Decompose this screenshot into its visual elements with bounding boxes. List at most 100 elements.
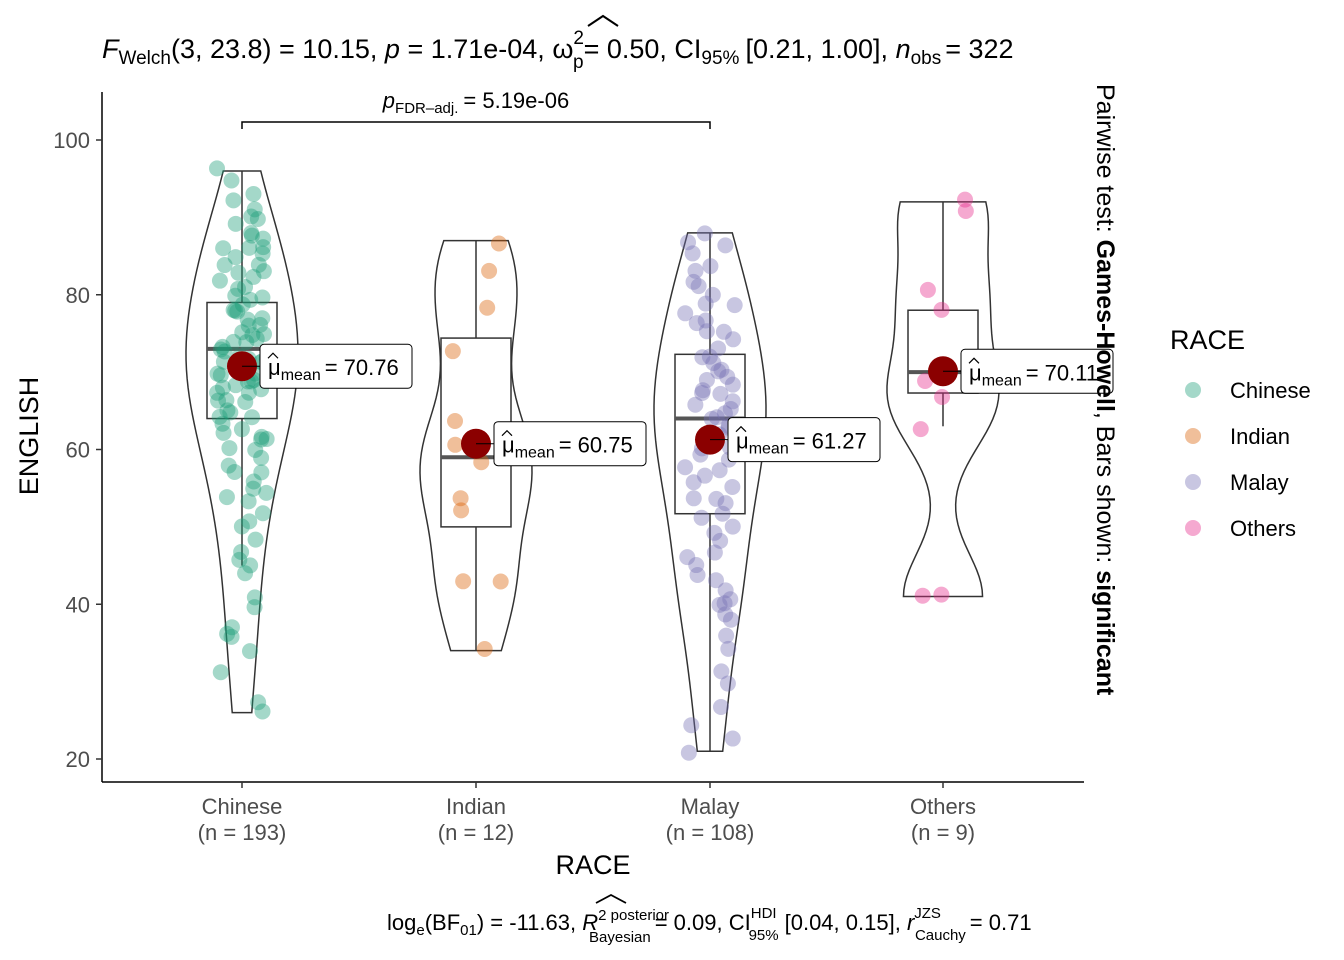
data-point: [694, 382, 711, 399]
data-point: [705, 355, 722, 372]
data-point: [219, 402, 236, 419]
data-point: [698, 323, 715, 340]
x-tick-label: Malay: [681, 794, 740, 819]
data-point: [713, 361, 730, 378]
data-point: [717, 606, 734, 623]
data-point: [242, 291, 259, 308]
x-tick-n: (n = 108): [666, 820, 755, 845]
data-point: [710, 363, 727, 380]
data-point: [225, 192, 242, 209]
data-point: [253, 431, 270, 448]
data-point: [225, 302, 242, 319]
data-point: [694, 349, 711, 366]
data-point: [453, 502, 470, 519]
legend: RACE Chinese Indian Malay Others: [1170, 325, 1311, 541]
mean-label: μmean = 60.75: [502, 433, 633, 462]
data-point: [212, 367, 229, 384]
data-point: [241, 513, 258, 530]
data-point: [223, 619, 240, 636]
data-point: [677, 459, 694, 476]
data-point: [227, 287, 244, 304]
data-point: [242, 557, 259, 574]
data-point: [216, 257, 233, 274]
data-point: [706, 524, 723, 541]
data-point: [209, 365, 226, 382]
mean-label-box: [960, 348, 1114, 394]
data-point: [214, 338, 231, 355]
x-ticks: Chinese(n = 193)Indian(n = 12)Malay(n = …: [198, 782, 976, 845]
data-point: [245, 480, 262, 497]
caption: loge(BF01) = -11.63, R2 posterior Bayesia…: [387, 905, 1032, 946]
legend-key: [1185, 428, 1201, 444]
data-point: [237, 393, 254, 410]
data-point: [917, 372, 934, 389]
data-point: [254, 245, 271, 262]
data-point: [214, 415, 231, 432]
data-point: [725, 331, 742, 348]
y-tick-label: 80: [66, 283, 90, 308]
data-point: [712, 532, 729, 549]
data-point: [215, 424, 232, 441]
data-point: [479, 299, 496, 316]
data-point: [724, 518, 741, 535]
data-point: [240, 317, 257, 334]
data-point: [713, 663, 730, 680]
data-point: [716, 595, 733, 612]
side-label: Pairwise test: Games-Howell, Bars shown:…: [1091, 84, 1119, 696]
data-point: [211, 272, 228, 289]
data-point: [245, 268, 262, 285]
violin: [653, 232, 767, 753]
data-point: [685, 474, 702, 491]
x-axis-title: RACE: [555, 850, 630, 880]
data-point: [703, 410, 720, 427]
data-point: [724, 478, 741, 495]
data-point: [724, 730, 741, 747]
x-tick-n: (n = 12): [438, 820, 514, 845]
y-axis-title: ENGLISH: [14, 377, 44, 496]
data-point: [698, 371, 715, 388]
data-point: [249, 210, 266, 227]
data-point: [683, 717, 700, 734]
data-point: [726, 297, 743, 314]
y-tick-label: 20: [66, 747, 90, 772]
axes: [101, 92, 1084, 783]
data-point: [254, 505, 271, 522]
legend-label: Malay: [1230, 470, 1289, 495]
chart-title: FWelch(3, 23.8) = 10.15, p = 1.71e-04, ω…: [102, 28, 1014, 73]
data-point: [706, 544, 723, 561]
mean-label: μmean = 70.76: [268, 355, 399, 384]
violin: [886, 201, 1000, 598]
data-point: [248, 330, 265, 347]
data-point: [241, 239, 258, 256]
data-point: [211, 408, 228, 425]
data-point: [677, 305, 694, 322]
data-point: [246, 589, 263, 606]
data-point: [688, 557, 705, 574]
x-tick-n: (n = 9): [911, 820, 975, 845]
data-point: [702, 258, 719, 275]
data-point: [684, 245, 701, 262]
hat-icon: [267, 352, 279, 359]
y-tick-label: 60: [66, 438, 90, 463]
data-point: [258, 430, 275, 447]
data-point: [230, 280, 247, 297]
data-point: [246, 599, 263, 616]
data-point: [237, 278, 254, 295]
legend-label: Indian: [1230, 424, 1290, 449]
data-point: [212, 664, 229, 681]
data-point: [476, 640, 493, 657]
data-point: [690, 278, 707, 295]
mean-label: μmean = 70.11: [969, 360, 1098, 389]
data-point: [912, 421, 929, 438]
data-point: [704, 286, 721, 303]
group-chinese: μmean = 70.76: [185, 160, 413, 720]
data-point: [718, 627, 735, 644]
data-point: [219, 625, 236, 642]
data-point: [237, 565, 254, 582]
data-point: [244, 409, 261, 426]
data-point: [957, 191, 974, 208]
data-point: [481, 262, 498, 279]
data-point: [255, 239, 272, 256]
data-point: [680, 744, 697, 761]
data-point: [220, 457, 237, 474]
